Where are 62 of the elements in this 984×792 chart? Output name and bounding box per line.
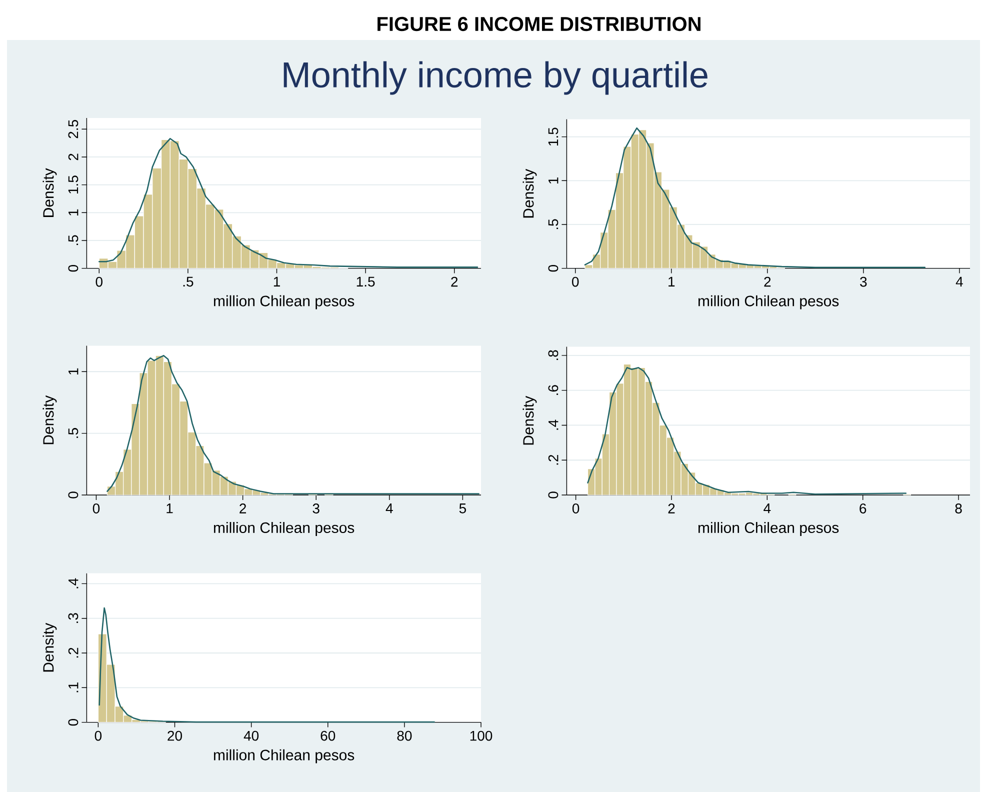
y-axis-title: Density: [42, 622, 57, 672]
y-tick-label: .4: [68, 578, 78, 588]
x-tick-label: 2: [764, 276, 771, 287]
x-tick-label: 5: [459, 504, 466, 514]
x-tick-label: 4: [956, 276, 963, 286]
x-tick-label: 2: [451, 276, 458, 287]
x-tick-label: 4: [764, 504, 771, 514]
y-axis-title: Density: [522, 168, 537, 218]
x-tick-label: 40: [244, 730, 259, 741]
y-axis-title: Density: [42, 168, 57, 217]
y-tick-label: 0: [68, 264, 78, 272]
x-tick-label: 1.5: [356, 276, 375, 287]
y-tick-label: 1.5: [548, 128, 558, 146]
y-axis-title: Density: [42, 395, 57, 444]
x-tick-label: 6: [860, 504, 866, 514]
y-tick-label: .5: [68, 235, 78, 246]
y-axis-title: Density: [522, 396, 537, 445]
y-tick-label: 0: [68, 718, 78, 726]
x-axis-title: million Chilean pesos: [214, 522, 354, 536]
x-tick-label: 0: [96, 276, 102, 287]
x-tick-label: 1: [668, 276, 675, 286]
x-axis-title: million Chilean pesos: [214, 749, 354, 764]
y-tick-label: .5: [548, 219, 558, 230]
y-tick-label: .8: [548, 350, 558, 360]
x-tick-label: 1: [274, 276, 280, 286]
y-tick-label: .2: [548, 454, 558, 465]
y-tick-label: 0: [548, 264, 558, 272]
x-tick-label: 80: [397, 730, 412, 741]
y-tick-label: .4: [548, 420, 558, 430]
x-tick-label: 20: [168, 730, 182, 741]
x-tick-label: 3: [312, 504, 320, 514]
y-tick-label: 0: [68, 492, 78, 498]
y-tick-label: 2: [68, 154, 78, 160]
x-tick-label: 0: [572, 276, 579, 287]
x-tick-label: 60: [320, 730, 336, 741]
x-tick-label: 0: [92, 504, 100, 514]
x-axis-title: million Chilean pesos: [698, 522, 839, 536]
y-tick-label: 1: [548, 177, 558, 184]
y-tick-label: .5: [68, 428, 78, 438]
x-tick-label: 2: [668, 504, 675, 514]
x-tick-label: 2: [240, 504, 246, 514]
x-tick-label: 4: [386, 504, 393, 514]
chart-title: Monthly income by quartile: [284, 61, 708, 95]
y-tick-label: .2: [68, 648, 78, 658]
x-tick-label: 100: [470, 730, 492, 741]
y-tick-label: 0: [548, 492, 558, 498]
x-tick-label: 0: [572, 504, 580, 514]
caption: FIGURE 6 INCOME DISTRIBUTION: [378, 16, 700, 32]
y-tick-label: 2.5: [68, 120, 78, 138]
x-tick-label: 0: [94, 730, 102, 741]
y-tick-label: .3: [68, 613, 78, 623]
x-axis-title: million Chilean pesos: [214, 295, 354, 310]
y-tick-label: .6: [548, 385, 558, 395]
x-axis-title: million Chilean pesos: [698, 295, 839, 310]
y-tick-label: 1: [68, 209, 78, 216]
x-tick-label: 1: [166, 504, 173, 514]
x-tick-label: 3: [860, 276, 867, 287]
y-tick-label: 1.5: [68, 176, 78, 194]
y-tick-label: .1: [68, 682, 78, 692]
x-tick-label: .5: [183, 276, 194, 287]
x-tick-label: 8: [955, 504, 962, 514]
y-tick-label: 1: [68, 368, 78, 374]
